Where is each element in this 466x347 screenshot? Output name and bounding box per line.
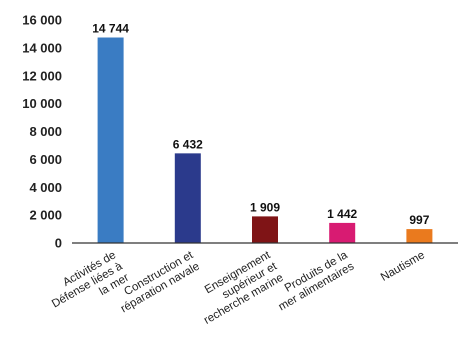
x-category-label: Nautisme bbox=[379, 249, 427, 284]
data-label: 14 744 bbox=[92, 22, 129, 36]
bars-group bbox=[97, 37, 433, 244]
bar bbox=[174, 153, 201, 243]
x-category-label: Activités deDéfense liées àla mer bbox=[43, 249, 131, 322]
y-tick-label: 16 000 bbox=[22, 13, 62, 28]
y-tick-label: 14 000 bbox=[22, 40, 62, 55]
data-label: 997 bbox=[409, 213, 429, 227]
y-tick-label: 8 000 bbox=[29, 124, 62, 139]
x-labels-group: Activités deDéfense liées àla merConstru… bbox=[43, 249, 427, 327]
y-tick-label: 12 000 bbox=[22, 68, 62, 83]
svg-text:Nautisme: Nautisme bbox=[379, 249, 427, 284]
y-tick-label: 6 000 bbox=[29, 152, 62, 167]
y-tick-label: 2 000 bbox=[29, 208, 62, 223]
y-axis: 0 2 000 4 000 6 000 8 000 10 000 12 000 14 000 1… bbox=[22, 13, 62, 251]
data-label: 1 909 bbox=[250, 200, 280, 214]
y-tick-label: 4 000 bbox=[29, 180, 62, 195]
data-labels-group: 14 744 6 432 1 909 1 442 997 bbox=[92, 22, 429, 228]
svg-text:Enseignementsupérieur etreche: Enseignementsupérieur etrecherche marine bbox=[189, 249, 286, 327]
svg-text:Activités deDéfense liées àla: Activités deDéfense liées àla mer bbox=[43, 249, 131, 322]
y-tick-label: 10 000 bbox=[22, 96, 62, 111]
bar bbox=[406, 229, 433, 243]
data-label: 1 442 bbox=[327, 207, 357, 221]
bar bbox=[97, 37, 124, 244]
y-tick-label: 0 bbox=[55, 236, 62, 251]
bar bbox=[252, 216, 278, 243]
data-label: 6 432 bbox=[173, 137, 203, 151]
x-category-label: Enseignementsupérieur etrecherche marine bbox=[189, 249, 286, 327]
bar bbox=[329, 222, 356, 243]
